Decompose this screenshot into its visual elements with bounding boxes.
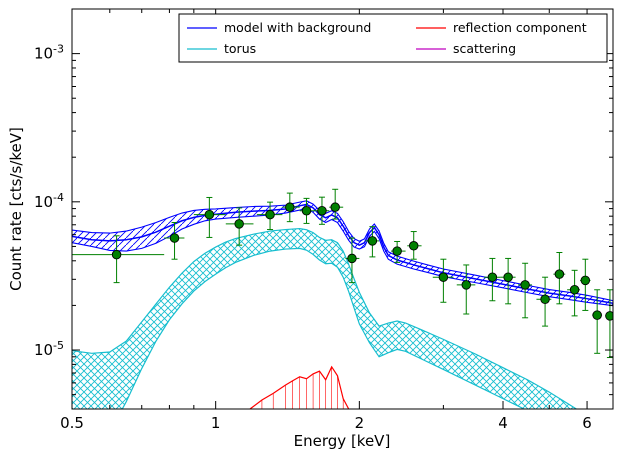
legend: model with background reflection compone… bbox=[178, 13, 608, 63]
data-point bbox=[390, 240, 406, 263]
data-point bbox=[567, 269, 581, 317]
data-point-marker bbox=[580, 275, 591, 286]
data-point-marker bbox=[367, 236, 378, 246]
data-point-marker bbox=[317, 206, 327, 216]
data-point-marker bbox=[503, 272, 513, 282]
y-tick-label-base: 10 bbox=[34, 45, 53, 63]
data-points bbox=[72, 188, 613, 359]
data-point bbox=[193, 196, 226, 238]
data-point-marker bbox=[438, 272, 449, 282]
legend-label-scattering: scattering bbox=[453, 41, 516, 56]
x-tick-label: 4 bbox=[498, 414, 508, 432]
model-upper-line bbox=[72, 200, 613, 302]
data-point bbox=[365, 226, 380, 258]
plot-area bbox=[72, 188, 613, 409]
data-point-marker bbox=[540, 294, 550, 305]
data-point bbox=[313, 196, 330, 225]
data-point-marker bbox=[461, 280, 472, 290]
data-point bbox=[72, 235, 165, 284]
torus-upper-line bbox=[72, 227, 578, 409]
axis-ticks bbox=[71, 8, 613, 410]
data-point-marker bbox=[265, 209, 275, 220]
legend-label-reflection: reflection component bbox=[453, 20, 587, 35]
axis-tick-labels: 0.5 1 2 4 610-510-410-3 bbox=[34, 43, 592, 432]
data-point bbox=[225, 207, 254, 246]
reflection-series bbox=[249, 365, 350, 409]
data-point-marker bbox=[520, 280, 530, 290]
data-point-marker bbox=[301, 206, 312, 216]
x-tick-label: 2 bbox=[355, 414, 365, 432]
data-point bbox=[164, 222, 185, 260]
y-tick-label-exponent: -4 bbox=[53, 191, 64, 204]
data-point bbox=[484, 257, 501, 302]
model-lower-line bbox=[72, 208, 613, 307]
y-tick-label: 10-5 bbox=[34, 339, 64, 359]
x-axis-title: Energy [keV] bbox=[294, 432, 391, 450]
data-point bbox=[605, 289, 613, 359]
data-point bbox=[580, 258, 591, 311]
model-line bbox=[72, 203, 613, 304]
data-point-marker bbox=[592, 310, 602, 320]
data-point-marker bbox=[392, 246, 402, 256]
data-point-marker bbox=[285, 202, 295, 212]
data-point bbox=[407, 231, 422, 260]
y-axis-title: Count rate [cts/s/keV] bbox=[7, 127, 25, 291]
reflection-line bbox=[249, 365, 350, 409]
data-point bbox=[329, 188, 344, 220]
y-tick-label-base: 10 bbox=[34, 193, 53, 211]
data-point-marker bbox=[234, 219, 244, 229]
legend-frame bbox=[178, 13, 608, 63]
data-point bbox=[256, 201, 283, 231]
data-point-marker bbox=[554, 269, 565, 279]
data-point bbox=[518, 262, 532, 319]
legend-label-torus: torus bbox=[224, 41, 256, 56]
torus-band bbox=[72, 228, 577, 409]
torus-lower-line bbox=[121, 247, 526, 409]
y-tick-label-exponent: -3 bbox=[53, 43, 64, 56]
legend-label-model: model with background bbox=[224, 20, 371, 35]
data-point-marker bbox=[347, 253, 357, 264]
data-point-marker bbox=[169, 233, 180, 243]
data-point bbox=[345, 237, 360, 284]
y-tick-label: 10-4 bbox=[34, 191, 64, 211]
data-point-marker bbox=[487, 272, 498, 282]
y-tick-label-base: 10 bbox=[34, 341, 53, 359]
x-tick-label: 1 bbox=[211, 414, 221, 432]
data-point bbox=[592, 289, 603, 354]
data-point bbox=[282, 192, 300, 223]
data-point bbox=[500, 257, 516, 305]
data-point bbox=[553, 252, 566, 305]
model-series bbox=[72, 200, 613, 307]
reflection-area bbox=[249, 366, 349, 409]
data-point-marker bbox=[204, 209, 215, 220]
y-tick-label-exponent: -5 bbox=[53, 339, 64, 352]
data-point bbox=[536, 276, 552, 327]
data-point bbox=[456, 264, 476, 315]
data-point-marker bbox=[408, 241, 419, 251]
x-tick-label: 0.5 bbox=[60, 414, 84, 432]
data-point-marker bbox=[605, 311, 613, 321]
torus-series bbox=[72, 227, 578, 409]
x-tick-label: 6 bbox=[582, 414, 592, 432]
data-point bbox=[299, 197, 314, 224]
data-point-marker bbox=[569, 285, 580, 295]
y-tick-label: 10-3 bbox=[34, 43, 64, 63]
data-point-marker bbox=[330, 202, 340, 212]
data-point bbox=[432, 258, 454, 303]
plot-background bbox=[72, 9, 613, 409]
data-point-marker bbox=[111, 249, 122, 260]
